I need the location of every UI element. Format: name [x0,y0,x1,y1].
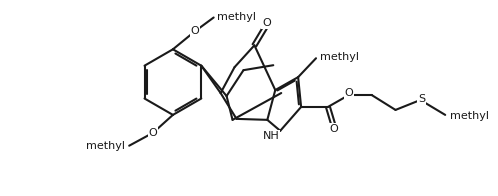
Text: O: O [190,26,199,36]
Text: methyl: methyl [217,12,255,22]
Text: methyl: methyl [320,52,359,62]
Text: O: O [345,88,353,98]
Text: S: S [418,94,425,104]
Text: NH: NH [263,131,280,141]
Text: methyl: methyl [86,141,125,151]
Text: O: O [262,18,271,28]
Text: methyl: methyl [450,111,489,121]
Text: O: O [330,124,338,134]
Text: O: O [149,128,157,138]
